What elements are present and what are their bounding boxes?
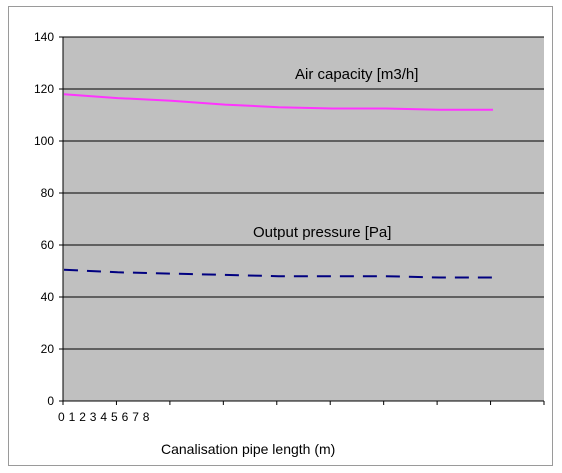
series-line-pressure [63, 268, 493, 279]
x-tick-label-6: 6 [122, 410, 129, 424]
y-tick-label-140: 140 [34, 30, 54, 44]
plot-area [63, 37, 544, 401]
y-tick-label-80: 80 [41, 186, 55, 200]
y-axis-ticks: 0 20 40 60 80 100 120 140 [34, 30, 63, 408]
y-tick-label-0: 0 [47, 394, 54, 408]
x-tick-label-3: 3 [90, 410, 97, 424]
x-tick-label-0: 0 [58, 410, 65, 424]
output-pressure-annotation: Output pressure [Pa] [253, 224, 391, 241]
air-capacity-annotation: Air capacity [m3/h] [295, 66, 418, 83]
x-tick-label-8: 8 [143, 410, 150, 424]
x-tick-label-7: 7 [132, 410, 139, 424]
x-tick-label-2: 2 [79, 410, 86, 424]
y-tick-label-20: 20 [41, 342, 55, 356]
y-tick-label-40: 40 [41, 290, 55, 304]
x-axis-title: Canalisation pipe length (m) [161, 441, 335, 457]
series-line-air [63, 93, 493, 111]
x-tick-label-1: 1 [69, 410, 76, 424]
y-tick-label-120: 120 [34, 82, 54, 96]
x-tick-label-4: 4 [100, 410, 107, 424]
y-tick-label-60: 60 [41, 238, 55, 252]
x-tick-label-5: 5 [111, 410, 118, 424]
y-tick-label-100: 100 [34, 134, 54, 148]
series-layer [63, 93, 493, 279]
grid-lines [63, 36, 544, 350]
